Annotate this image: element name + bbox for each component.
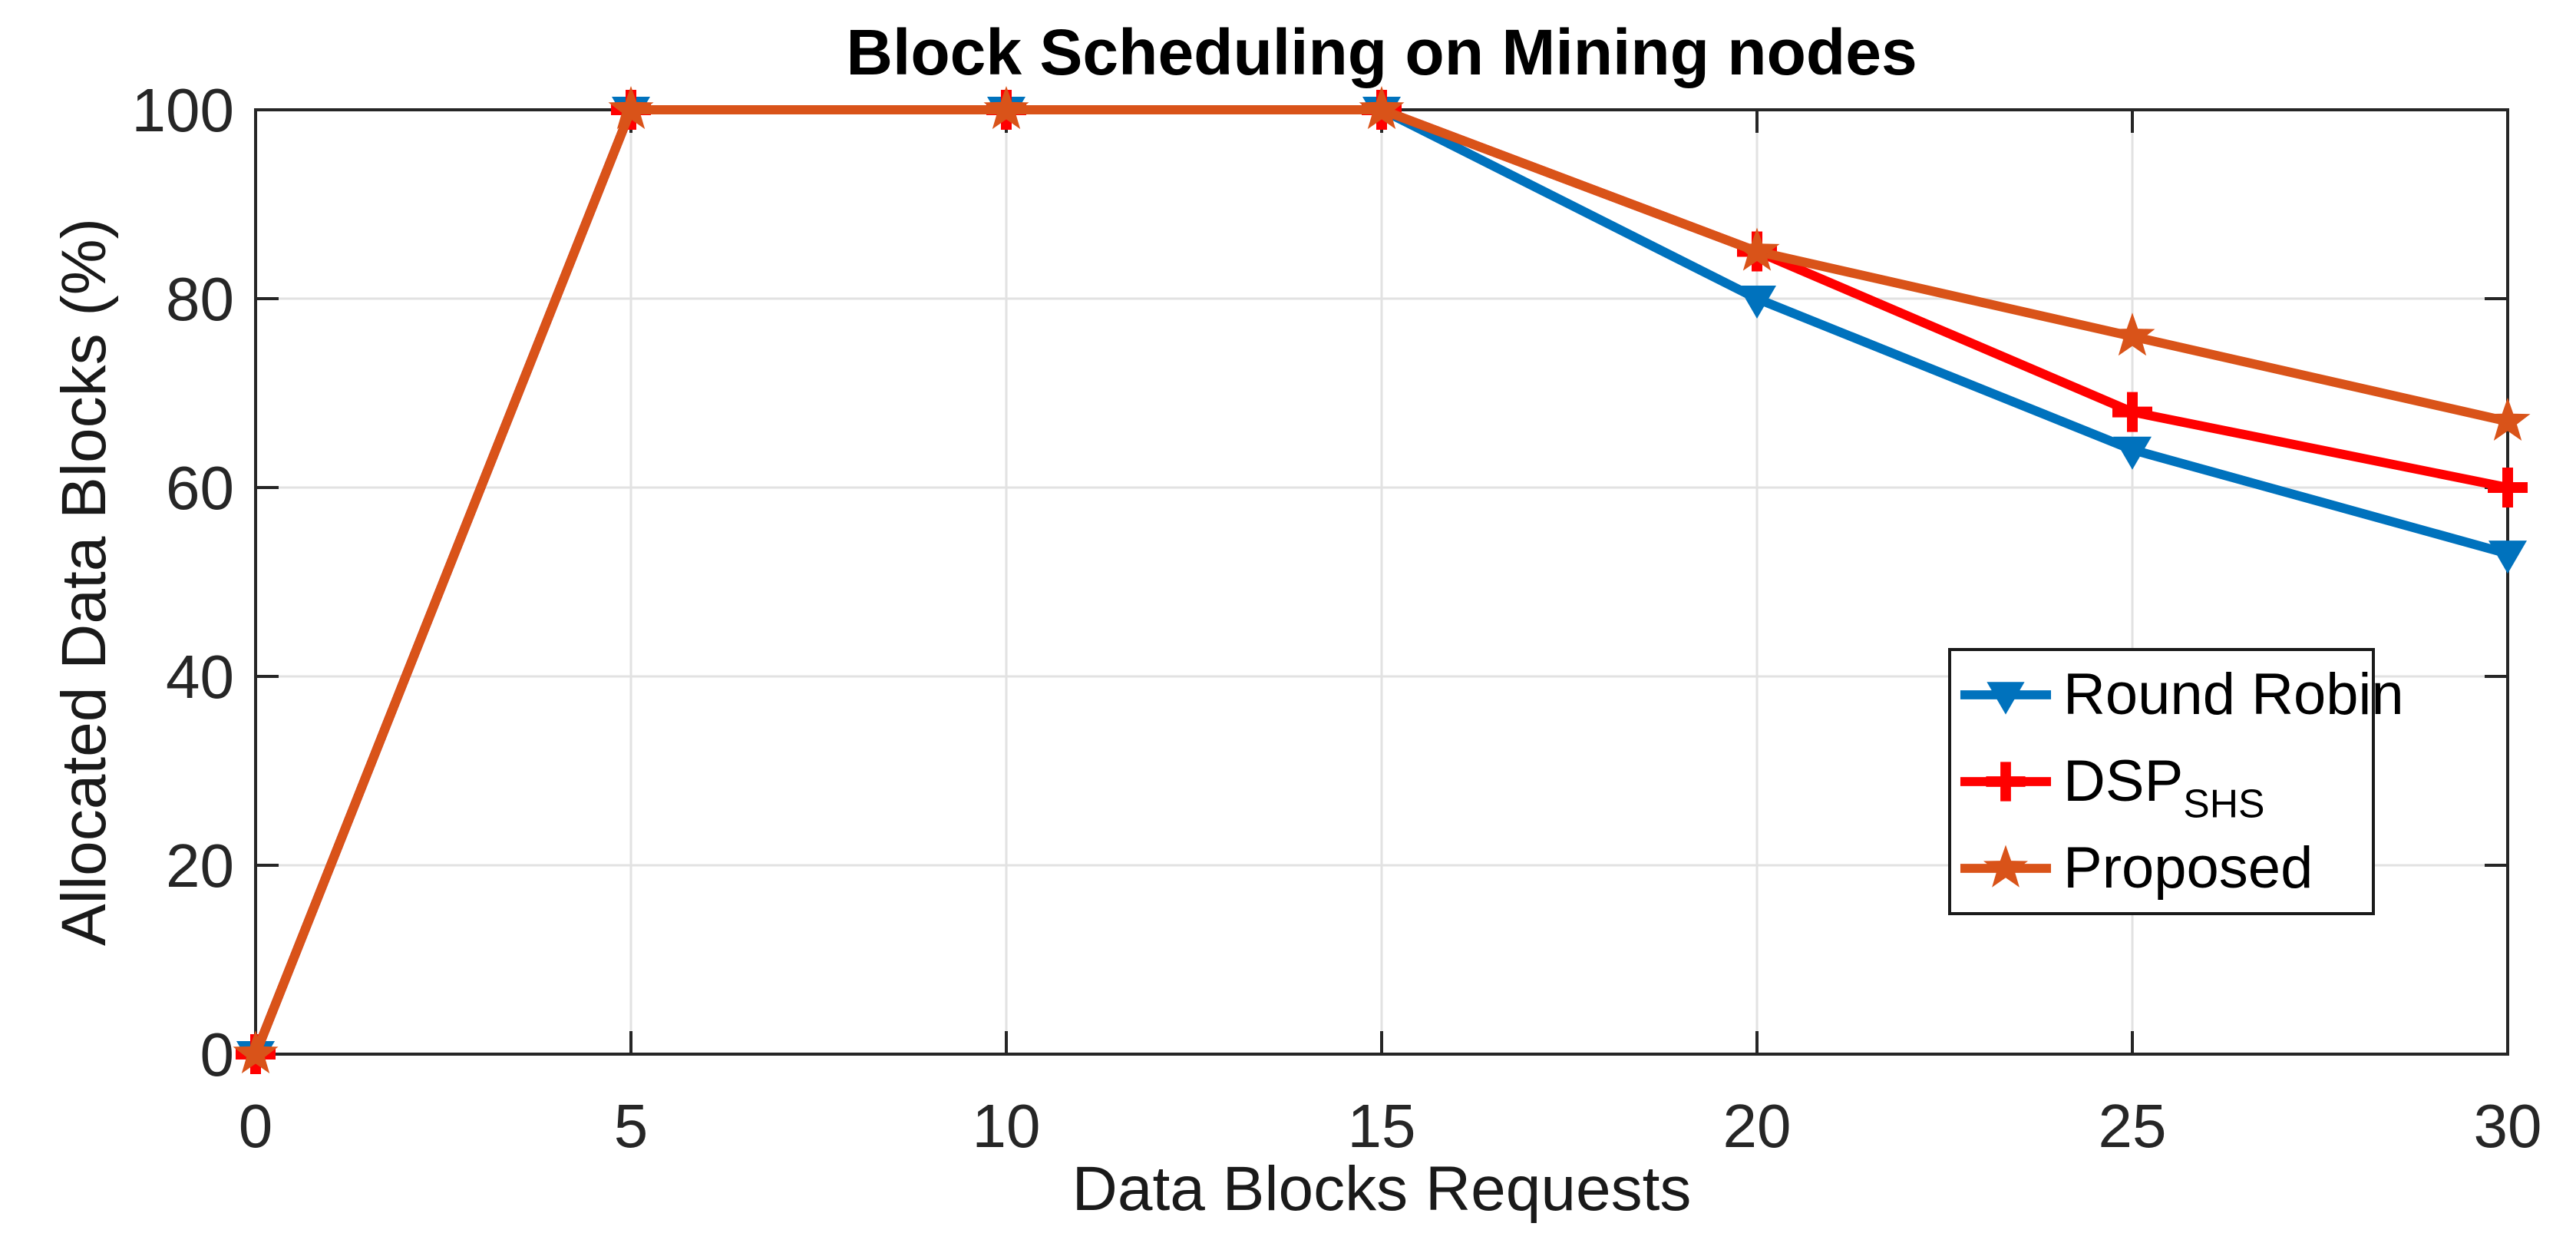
legend-sample-star5 [1960,845,2052,888]
star5-marker [233,1030,279,1074]
triangle-down-marker [2488,541,2527,574]
x-axis-label: Data Blocks Requests [1072,1154,1692,1224]
legend-sample-plus [1960,762,2052,802]
legend-label-subscript: SHS [2183,781,2265,826]
legend-box: Round Robin DSPSHS Proposed [1948,648,2404,915]
y-tick-label: 60 [166,454,234,522]
plus-marker [1986,762,2026,802]
y-tick-label: 40 [166,643,234,711]
legend-item-dsp: DSPSHS [1951,738,2372,825]
legend-item-proposed: Proposed [1951,825,2372,912]
x-tick-label: 10 [973,1092,1041,1160]
triangle-down-marker [1986,681,2025,715]
chart-title: Block Scheduling on Mining nodes [846,16,1917,88]
x-tick-label: 5 [614,1092,649,1160]
y-tick-label: 20 [166,831,234,900]
x-tick-label: 15 [1348,1092,1416,1160]
triangle-down-marker [1738,286,1776,319]
legend-label: DSPSHS [2063,748,2265,826]
y-tick-label: 0 [200,1020,235,1089]
x-tick-label: 20 [1723,1092,1792,1160]
plus-marker [2488,468,2528,507]
tick-labels: 0 5 10 15 20 25 30 0 20 40 60 80 100 [132,76,2542,1160]
y-axis-label: Allocated Data Blocks (%) [49,218,119,946]
star5-marker [983,86,1029,130]
legend-label: Proposed [2063,835,2313,901]
x-tick-label: 25 [2099,1092,2167,1160]
star5-marker [1734,227,1780,271]
series-proposed [233,86,2531,1074]
star5-marker [1359,86,1405,130]
y-tick-label: 100 [132,76,234,144]
legend-label: Round Robin [2063,661,2404,727]
y-tick-label: 80 [166,265,234,333]
legend-sample-triangle-down [1960,681,2052,715]
legend-item-round-robin: Round Robin [1951,651,2404,738]
star5-marker [2485,397,2531,441]
star5-marker [1983,845,2029,888]
star5-marker [2109,312,2155,356]
star5-marker [608,86,654,130]
x-tick-label: 30 [2474,1092,2542,1160]
triangle-down-marker [2113,436,2152,470]
x-tick-label: 0 [239,1092,273,1160]
plus-marker [2112,392,2152,432]
